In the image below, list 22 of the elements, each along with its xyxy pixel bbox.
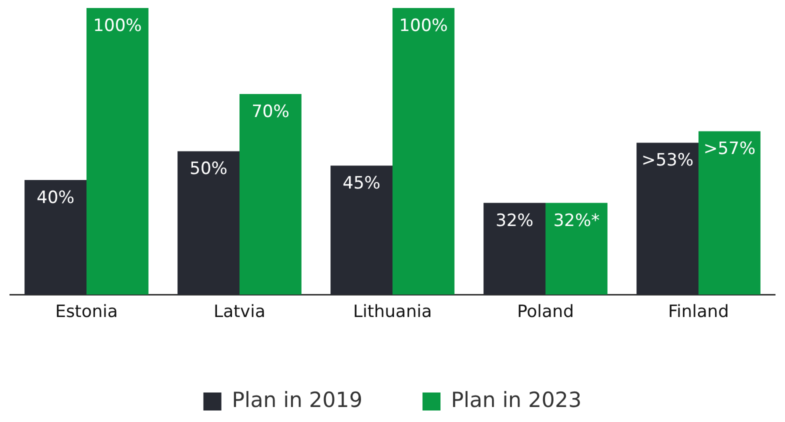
data-label: 100%	[399, 16, 448, 36]
data-label: >57%	[703, 139, 756, 160]
bar	[86, 8, 148, 295]
data-label: >53%	[642, 150, 694, 171]
x-tick-label: Estonia	[55, 302, 118, 322]
data-label: 45%	[342, 174, 380, 194]
data-label: 70%	[252, 102, 290, 122]
data-label: 32%	[496, 210, 534, 231]
bar	[546, 202, 608, 295]
x-tick-label: Finland	[668, 302, 729, 322]
bar	[392, 8, 454, 295]
legend-label: Plan in 2019	[232, 388, 363, 412]
data-label: 40%	[36, 188, 74, 208]
bar	[698, 131, 760, 295]
data-label: 32%*	[553, 210, 600, 231]
data-label: 100%	[93, 16, 142, 36]
x-tick-label: Poland	[517, 302, 574, 322]
legend-label: Plan in 2023	[451, 388, 582, 412]
x-tick-label: Latvia	[214, 302, 266, 322]
data-label: 50%	[190, 159, 228, 180]
bar	[240, 94, 302, 295]
x-tick-label: Lithuania	[353, 302, 432, 322]
